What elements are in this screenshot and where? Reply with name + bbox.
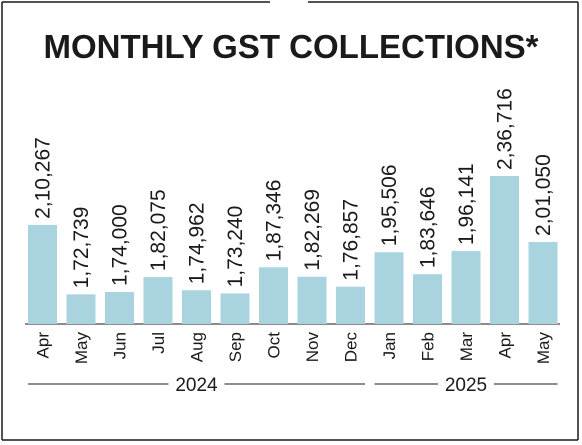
- bar-dec-8: [336, 286, 365, 324]
- bar-apr-0: [28, 224, 57, 324]
- value-label: 1,74,962: [186, 202, 209, 284]
- category-label: Apr: [496, 332, 515, 359]
- bar-may-1: [66, 294, 96, 324]
- value-label: 1,95,506: [378, 164, 401, 246]
- bar-jan-9: [374, 252, 404, 324]
- category-label: Aug: [188, 332, 207, 362]
- bar-sep-5: [220, 293, 250, 324]
- value-label: 2,36,716: [494, 88, 517, 170]
- bars-group: [28, 176, 558, 324]
- value-label: 1,82,075: [147, 189, 170, 271]
- bar-aug-4: [182, 290, 211, 324]
- category-label: Sep: [226, 332, 245, 362]
- chart-title: MONTHLY GST COLLECTIONS*: [43, 28, 538, 65]
- value-labels-group: 2,10,267 1,72,739 1,74,000 1,82,075 1,74,962…: [32, 88, 556, 288]
- category-label: Mar: [457, 332, 476, 362]
- value-label: 1,76,857: [340, 199, 363, 281]
- value-label: 1,83,646: [417, 186, 440, 268]
- category-label: May: [534, 332, 553, 365]
- category-label: Jul: [149, 332, 168, 354]
- category-label: Jan: [380, 332, 399, 359]
- category-label: Nov: [303, 332, 322, 363]
- value-label: 2,01,050: [532, 154, 555, 236]
- year-label-2024: 2024: [175, 375, 218, 396]
- value-label: 1,87,346: [263, 180, 286, 262]
- category-label: Oct: [265, 332, 284, 359]
- bar-oct-6: [259, 267, 288, 324]
- category-label: Feb: [419, 332, 438, 361]
- category-label: Jun: [111, 332, 130, 359]
- bar-feb-10: [413, 274, 442, 324]
- value-label: 1,74,000: [109, 204, 132, 286]
- category-label: Apr: [34, 332, 53, 359]
- year-groups: 2024 2025: [28, 375, 558, 396]
- value-label: 1,82,269: [301, 189, 324, 271]
- category-labels-group: Apr May Jun Jul Aug Sep Oct Nov Dec Jan Feb Mar Apr M…: [34, 332, 554, 365]
- year-label-2025: 2025: [445, 375, 487, 396]
- category-label: Dec: [342, 332, 361, 363]
- value-label: 1,96,141: [455, 163, 478, 245]
- value-label: 2,10,267: [32, 137, 55, 219]
- value-label: 1,73,240: [224, 206, 247, 288]
- bar-mar-11: [451, 251, 481, 324]
- bar-nov-7: [297, 276, 327, 324]
- category-label: May: [72, 332, 91, 365]
- bar-jun-2: [105, 292, 134, 324]
- bar-apr-12: [490, 176, 519, 324]
- bar-may-13: [528, 241, 558, 324]
- bar-jul-3: [143, 277, 173, 324]
- value-label: 1,72,739: [70, 207, 93, 289]
